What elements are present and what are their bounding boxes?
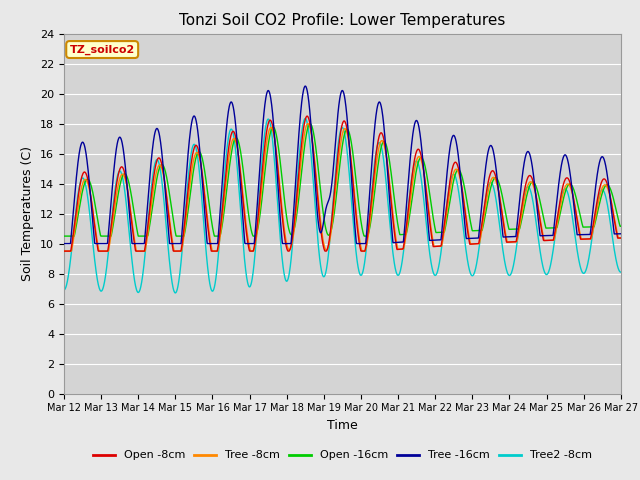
Text: TZ_soilco2: TZ_soilco2 [70,44,135,55]
Y-axis label: Soil Temperatures (C): Soil Temperatures (C) [22,146,35,281]
X-axis label: Time: Time [327,419,358,432]
Legend: Open -8cm, Tree -8cm, Open -16cm, Tree -16cm, Tree2 -8cm: Open -8cm, Tree -8cm, Open -16cm, Tree -… [88,446,596,465]
Title: Tonzi Soil CO2 Profile: Lower Temperatures: Tonzi Soil CO2 Profile: Lower Temperatur… [179,13,506,28]
